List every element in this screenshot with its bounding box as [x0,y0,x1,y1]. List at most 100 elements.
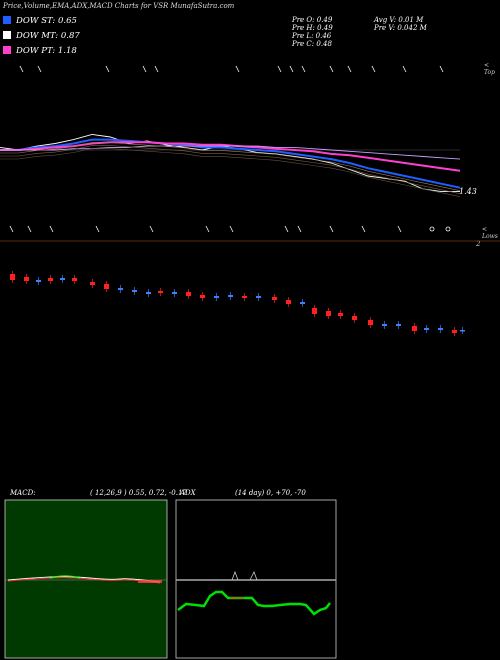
legend-swatch-blue [3,16,11,24]
candle-body [286,300,291,304]
legend-dow-st-label: DOW ST: 0.65 [16,16,77,26]
info-pre-volume: Pre V: 0.042 M [374,24,427,32]
candle-body [132,290,137,292]
macd-title: MACD: [10,489,36,497]
info-open: Pre O: 0.49 [292,16,333,24]
candle-body [200,295,205,298]
candle-body [396,324,401,326]
bottom-tick [361,225,366,233]
top-tick [371,65,376,73]
adx-params: (14 day) 0, +70, -70 [235,489,306,497]
candle-body [60,278,65,280]
bottom-tick [49,225,54,233]
top-tick [105,65,110,73]
ema-band-0 [0,142,461,191]
info-close: Pre C: 0.48 [292,40,332,48]
candle-body [272,297,277,300]
adx-title: ADX [180,489,196,497]
candle-body [118,288,123,290]
macd-params: ( 12,26,9 ) 0.55, 0.72, -0.17 [90,489,187,497]
candle-body [36,280,41,282]
bottom-tick [27,225,32,233]
ema-band-1 [0,145,461,194]
bottom-tick [284,225,289,233]
candle-body [382,324,387,326]
legend-dow-st: DOW ST: 0.65 [3,16,77,26]
candle-body [424,328,429,330]
ema-series-2 [0,138,461,189]
candle-body [90,282,95,285]
candle-body [352,316,357,320]
candle-body [460,330,465,332]
top-tick [347,65,352,73]
top-ticks [19,65,444,73]
info-low: Pre L: 0.46 [292,32,332,40]
candle-body [158,291,163,293]
top-tick [439,65,444,73]
legend-dow-pt: DOW PT: 1.18 [3,46,77,56]
bottom-tick [205,225,210,233]
info-high: Pre H: 0.49 [292,24,333,32]
candle-body [104,284,109,289]
legend-dow-mt-label: DOW MT: 0.87 [16,31,80,41]
adx-spikes [231,570,258,581]
lows-label: < Lows [482,226,498,240]
ema-lines [0,133,461,197]
top-tick [154,65,159,73]
legend-swatch-pink [3,46,11,54]
candle-body [452,330,457,333]
legend-swatch-white [3,31,11,39]
candle-body [326,311,331,316]
top-tick [142,65,147,73]
candle-body [300,302,305,304]
candle-body [186,292,191,296]
top-label: < Top [484,62,495,76]
legend-dow-pt-label: DOW PT: 1.18 [16,46,77,56]
candle-body [172,292,177,294]
top-tick [235,65,240,73]
top-tick [37,65,42,73]
bottom-tick-circle [429,226,435,232]
top-tick [402,65,407,73]
bottom-tick-circle [445,226,451,232]
bottom-tick [329,225,334,233]
macd-line [7,576,161,583]
top-tick [329,65,334,73]
bottom-tick [149,225,154,233]
macd-negative-bars [138,580,162,583]
candle-body [24,277,29,281]
bottom-ticks [9,225,451,233]
candle-body [338,313,343,316]
candle-body [228,295,233,297]
candle-body [242,296,247,298]
top-tick [301,65,306,73]
top-tick [277,65,282,73]
candle-body [214,296,219,298]
adx-line [177,590,331,616]
candle-body [256,296,261,298]
axis-label-2: 2 [476,240,481,248]
info-avg-volume: Avg V: 0.01 M [374,16,424,24]
candle-body [368,320,373,325]
top-tick [19,65,24,73]
bottom-tick [297,225,302,233]
candle-body [438,328,443,330]
macd-histogram [49,575,81,579]
candle-body [48,278,53,281]
candle-body [412,326,417,331]
last-price-label: 1.43 [459,187,477,196]
ema-band-2 [0,148,461,197]
bottom-tick [229,225,234,233]
ema-series-1 [0,133,460,193]
candle-body [312,308,317,314]
chart-title: Price,Volume,EMA,ADX,MACD Charts for VSR… [3,2,235,10]
top-tick [289,65,294,73]
candle-body [146,292,151,294]
bottom-tick [397,225,402,233]
bottom-tick [9,225,14,233]
bottom-tick [95,225,100,233]
candle-body [10,274,15,280]
candle-body [72,278,77,281]
candles [10,271,465,336]
